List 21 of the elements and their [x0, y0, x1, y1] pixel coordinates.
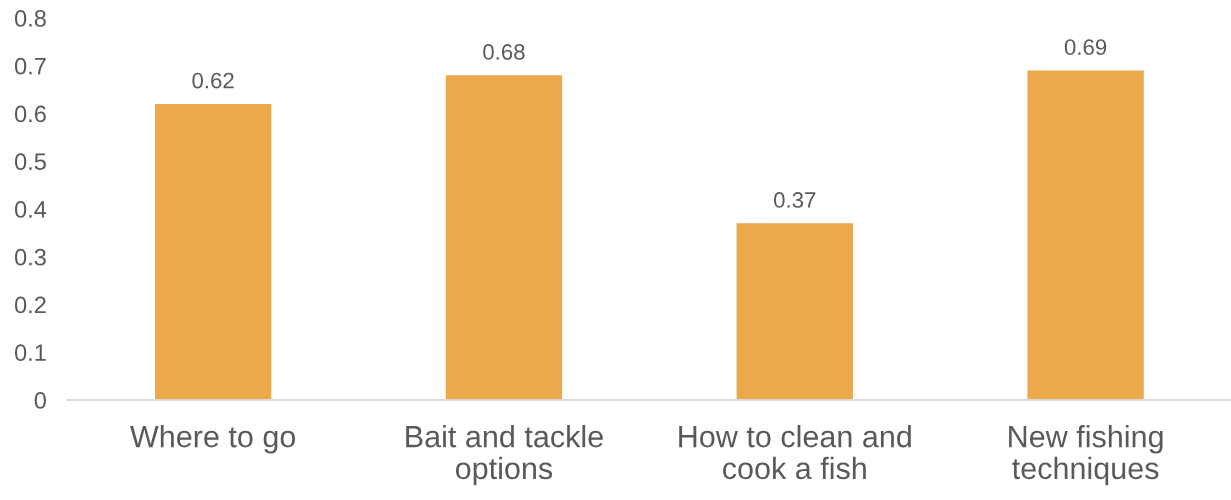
bar — [445, 75, 563, 400]
data-label: 0.68 — [483, 44, 525, 60]
data-label: 0.62 — [192, 72, 234, 89]
y-tick-label: 0.5 — [14, 153, 46, 171]
y-tick-label: 0.1 — [14, 344, 46, 362]
x-tick-label: How to clean and cook a fish — [679, 425, 911, 480]
y-tick-label: 0.7 — [14, 57, 46, 75]
data-label: 0.37 — [774, 192, 816, 208]
x-tick-label: New fishing techniques — [1009, 425, 1163, 486]
y-tick-label: 0.3 — [14, 248, 46, 266]
y-tick-label: 0 — [34, 392, 46, 409]
bar — [736, 223, 853, 400]
y-tick-label: 0.2 — [14, 296, 46, 314]
x-tick-label: Bait and tackle options — [406, 425, 603, 486]
data-label: 0.69 — [1064, 39, 1107, 56]
x-tick-label: Where to go — [130, 425, 296, 454]
bar — [154, 103, 272, 400]
y-tick-label: 0.6 — [14, 105, 46, 123]
y-tick-label: 0.8 — [14, 10, 46, 27]
bar — [1027, 70, 1144, 400]
y-tick-label: 0.4 — [14, 201, 47, 218]
